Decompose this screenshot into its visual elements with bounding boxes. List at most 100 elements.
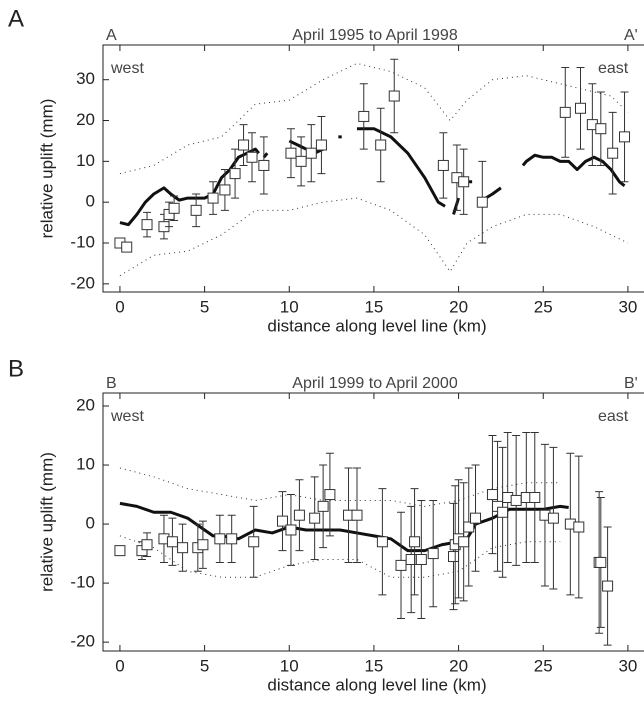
- panel-title: April 1995 to April 1998: [292, 27, 458, 44]
- y-tick-label: -20: [70, 273, 95, 292]
- data-point: [305, 147, 317, 159]
- data-point: [547, 512, 559, 524]
- data-point: [214, 533, 226, 545]
- bound-line: [119, 467, 561, 507]
- axes-frame: [102, 44, 644, 293]
- section-end-label: B': [624, 375, 638, 392]
- data-point: [395, 559, 407, 571]
- data-point: [285, 524, 297, 536]
- data-point: [166, 536, 178, 548]
- data-point: [458, 536, 470, 548]
- data-point: [141, 219, 153, 231]
- data-point: [573, 521, 585, 533]
- data-point: [317, 500, 329, 512]
- panel-label: B: [8, 355, 24, 382]
- y-tick-label: 20: [76, 110, 95, 129]
- data-point: [602, 580, 614, 592]
- data-point: [177, 542, 189, 554]
- data-point: [497, 506, 509, 518]
- data-point: [376, 536, 388, 548]
- data-point: [121, 241, 133, 253]
- x-axis-title: distance along level line (km): [267, 675, 486, 694]
- x-tick-label: 5: [200, 656, 209, 675]
- x-tick-label: 20: [449, 656, 468, 675]
- data-point: [388, 90, 400, 102]
- x-tick-label: 25: [534, 656, 553, 675]
- data-point: [229, 168, 241, 180]
- data-point: [375, 139, 387, 151]
- section-start-label: B: [106, 375, 117, 392]
- data-point: [595, 123, 607, 135]
- data-point: [285, 147, 297, 159]
- y-tick-label: 20: [76, 395, 95, 414]
- east-label: east: [598, 60, 629, 77]
- data-point: [248, 536, 260, 548]
- data-point: [197, 539, 209, 551]
- x-tick-label: 20: [449, 297, 468, 316]
- data-point: [258, 159, 270, 171]
- x-tick-label: 10: [280, 297, 299, 316]
- y-axis-title: relative uplift (mm): [37, 452, 56, 592]
- y-tick-label: 0: [86, 514, 95, 533]
- data-point: [437, 159, 449, 171]
- data-point: [324, 489, 336, 501]
- data-point: [409, 536, 421, 548]
- bound-line: [119, 62, 629, 175]
- y-tick-label: -10: [70, 232, 95, 251]
- x-tick-label: 10: [280, 656, 299, 675]
- y-tick-label: -20: [70, 632, 95, 651]
- data-point: [529, 491, 541, 503]
- bound-line: [119, 535, 561, 578]
- data-point: [486, 489, 498, 501]
- west-label: west: [110, 60, 144, 77]
- data-point: [246, 151, 258, 163]
- east-label: east: [598, 408, 629, 425]
- data-point: [141, 539, 153, 551]
- data-point: [315, 139, 327, 151]
- x-tick-label: 5: [200, 297, 209, 316]
- west-label: west: [110, 408, 144, 425]
- x-tick-label: 15: [364, 297, 383, 316]
- data-point: [358, 110, 370, 122]
- data-point: [427, 548, 439, 560]
- data-point: [114, 545, 126, 557]
- data-point: [595, 556, 607, 568]
- x-tick-label: 0: [115, 297, 124, 316]
- y-axis-title: relative uplift (mm): [37, 99, 56, 239]
- data-point: [226, 533, 238, 545]
- panel-label: A: [8, 5, 24, 32]
- x-tick-label: 0: [115, 656, 124, 675]
- data-point: [415, 553, 427, 565]
- axes-frame: [102, 392, 644, 652]
- data-point: [463, 521, 475, 533]
- y-tick-label: 10: [76, 455, 95, 474]
- y-tick-label: 10: [76, 151, 95, 170]
- section-start-label: A: [106, 27, 117, 44]
- section-end-label: A': [624, 27, 638, 44]
- data-point: [293, 509, 305, 521]
- data-point: [351, 509, 363, 521]
- data-point: [295, 155, 307, 167]
- data-point: [476, 196, 488, 208]
- data-point: [510, 494, 522, 506]
- data-point: [559, 106, 571, 118]
- x-tick-label: 25: [534, 297, 553, 316]
- data-point: [309, 512, 321, 524]
- y-tick-label: -10: [70, 573, 95, 592]
- data-point: [619, 131, 631, 143]
- y-tick-label: 30: [76, 69, 95, 88]
- data-point: [276, 515, 288, 527]
- data-point: [207, 192, 219, 204]
- data-point: [168, 202, 180, 214]
- data-point: [190, 204, 202, 216]
- data-point: [470, 512, 482, 524]
- data-point: [607, 147, 619, 159]
- x-axis-title: distance along level line (km): [267, 316, 486, 335]
- data-point: [238, 139, 250, 151]
- data-point: [575, 102, 587, 114]
- x-tick-label: 30: [618, 297, 637, 316]
- y-tick-label: 0: [86, 192, 95, 211]
- x-tick-label: 15: [364, 656, 383, 675]
- panel-title: April 1999 to April 2000: [292, 375, 458, 392]
